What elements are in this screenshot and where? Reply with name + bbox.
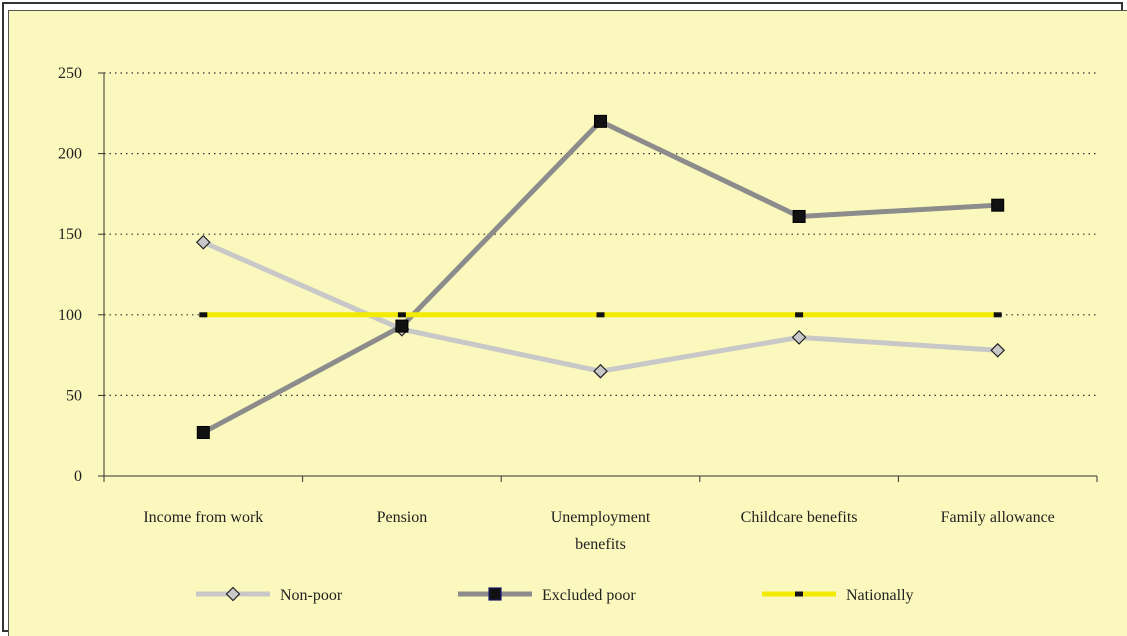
legend-marker	[225, 586, 241, 602]
legend-label: Non-poor	[280, 587, 343, 604]
series-line	[202, 239, 998, 374]
series-line	[202, 118, 998, 435]
data-point	[195, 234, 211, 250]
x-category-label: Family allowance	[941, 509, 1055, 526]
legend-label: Excluded poor	[542, 587, 636, 604]
data-point	[596, 312, 605, 318]
y-tick-label: 100	[58, 307, 82, 324]
y-tick-label: 0	[74, 468, 82, 485]
data-point	[792, 209, 806, 223]
y-tick-label: 200	[58, 146, 82, 163]
x-category-label: Unemployment	[551, 509, 651, 526]
data-point	[199, 312, 208, 318]
data-point	[397, 312, 406, 318]
x-category-label: Pension	[377, 509, 428, 526]
x-category-label: benefits	[575, 536, 626, 553]
data-point	[993, 312, 1002, 318]
x-category-label: Income from work	[143, 509, 263, 526]
data-point	[991, 198, 1005, 212]
data-point	[593, 363, 608, 379]
y-tick-label: 50	[66, 387, 82, 404]
data-point	[196, 425, 210, 439]
chart-area	[8, 10, 1127, 636]
data-point	[795, 312, 804, 318]
data-point	[395, 319, 409, 333]
y-tick-label: 250	[58, 65, 82, 82]
legend-label: Nationally	[846, 587, 914, 604]
data-point	[594, 114, 607, 128]
data-point	[791, 330, 807, 345]
legend-marker	[795, 591, 803, 597]
x-category-label: Childcare benefits	[741, 509, 858, 526]
y-tick-label: 150	[58, 226, 82, 243]
legend-marker	[488, 587, 502, 601]
data-point	[990, 342, 1006, 358]
